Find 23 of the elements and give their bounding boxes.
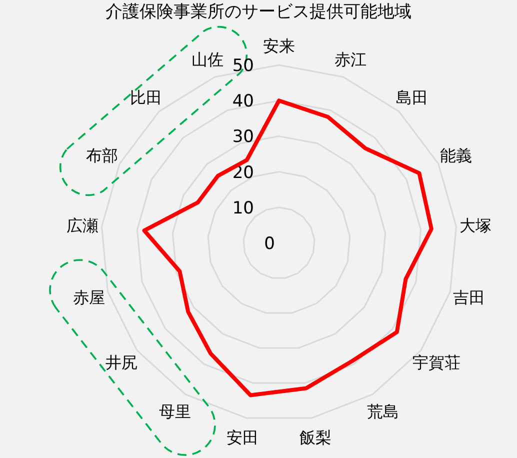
spoke-label: 赤江 (334, 50, 366, 69)
chart-title: 介護保険事業所のサービス提供可能地域 (106, 2, 412, 22)
spoke-label: 宇賀荘 (412, 353, 461, 372)
spoke-label: 吉田 (453, 288, 486, 308)
spoke-label: 島田 (396, 88, 428, 107)
y-tick-label: 30 (232, 127, 254, 148)
spoke-label: 山佐 (192, 50, 224, 69)
spoke-label: 飯梨 (299, 428, 332, 448)
spoke-label: 井尻 (105, 353, 138, 372)
y-tick-label: 0 (264, 234, 275, 254)
spoke-label: 母里 (158, 402, 191, 421)
y-tick-label: 40 (232, 92, 254, 112)
y-tick-label: 50 (232, 56, 254, 76)
spoke-label: 安来 (263, 36, 295, 56)
spoke-label: 広瀬 (66, 216, 98, 235)
spoke-label: 荒島 (367, 402, 400, 421)
spoke-label: 大塚 (460, 216, 492, 235)
spoke-label: 能義 (440, 146, 472, 165)
spoke-label: 安田 (226, 428, 259, 448)
spoke-label: 比田 (130, 88, 162, 107)
spoke-label: 赤屋 (72, 288, 105, 308)
spoke-label: 布部 (86, 146, 118, 165)
y-tick-label: 10 (232, 198, 254, 218)
